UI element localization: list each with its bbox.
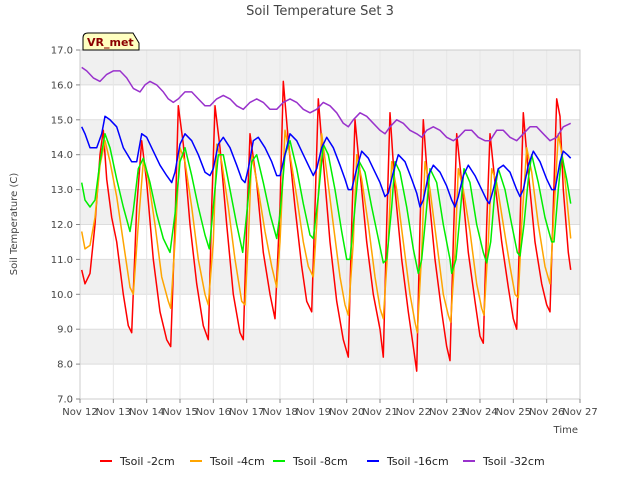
legend-item: Tsoil -8cm xyxy=(273,455,348,468)
y-tick-label: 14.0 xyxy=(51,150,73,161)
y-tick-label: 10.0 xyxy=(51,290,73,301)
x-tick-label: Nov 19 xyxy=(296,407,331,418)
x-tick-label: Nov 18 xyxy=(262,407,297,418)
legend-item: Tsoil -4cm xyxy=(190,455,265,468)
legend-label: Tsoil -32cm xyxy=(482,455,545,468)
x-tick-label: Nov 20 xyxy=(329,407,364,418)
legend-label: Tsoil -4cm xyxy=(209,455,265,468)
legend-label: Tsoil -8cm xyxy=(292,455,348,468)
series-line-tsoil-4cm xyxy=(80,129,572,334)
y-tick-label: 8.0 xyxy=(57,360,73,371)
series-layer xyxy=(80,66,572,372)
legend-item: Tsoil -16cm xyxy=(367,455,449,468)
y-tick-label: 17.0 xyxy=(51,46,73,57)
legend-item: Tsoil -32cm xyxy=(463,455,545,468)
legend-item: Tsoil -2cm xyxy=(100,455,175,468)
x-tick-label: Nov 23 xyxy=(429,407,464,418)
y-tick-label: 7.0 xyxy=(57,395,73,406)
series-line-tsoil-8cm xyxy=(80,133,572,275)
series-line-tsoil-2cm xyxy=(80,80,572,372)
series-line-tsoil-16cm xyxy=(81,115,572,208)
y-tick-label: 9.0 xyxy=(57,325,73,336)
y-tick-label: 16.0 xyxy=(51,80,73,91)
x-tick-label: Nov 22 xyxy=(396,407,431,418)
grid-band xyxy=(80,50,580,85)
chart-title: Soil Temperature Set 3 xyxy=(246,4,394,19)
x-tick-label: Nov 15 xyxy=(162,407,197,418)
x-tick-label: Nov 16 xyxy=(196,407,231,418)
y-axis-label: Soil Temperature (C) xyxy=(9,173,20,276)
y-tick-label: 15.0 xyxy=(51,115,73,126)
station-badge-label: VR_met xyxy=(87,36,134,49)
grid-band xyxy=(80,329,580,365)
x-axis-label: Time xyxy=(553,425,578,436)
grid-band xyxy=(80,119,580,155)
x-tick-label: Nov 26 xyxy=(529,407,564,418)
series-line-tsoil-32cm xyxy=(81,66,572,142)
y-tick-label: 11.0 xyxy=(51,255,73,266)
legend-label: Tsoil -16cm xyxy=(386,455,449,468)
grid-band xyxy=(80,259,580,295)
y-axis: 7.0 8.0 9.0 10.0 11.0 12.0 13.0 14.0 15.0 16.0 17.… xyxy=(51,46,80,406)
x-tick-label: Nov 12 xyxy=(62,407,97,418)
y-tick-label: 12.0 xyxy=(51,220,73,231)
x-tick-label: Nov 27 xyxy=(562,407,597,418)
x-tick-label: Nov 14 xyxy=(129,407,164,418)
x-tick-label: Nov 21 xyxy=(362,407,397,418)
x-tick-label: Nov 24 xyxy=(462,407,497,418)
legend: Tsoil -2cm Tsoil -4cm Tsoil -8cm Tsoil -16c… xyxy=(100,455,545,468)
x-tick-label: Nov 13 xyxy=(96,407,131,418)
station-badge: VR_met xyxy=(82,32,140,51)
legend-label: Tsoil -2cm xyxy=(119,455,175,468)
x-tick-label: Nov 17 xyxy=(229,407,264,418)
x-tick-label: Nov 25 xyxy=(496,407,531,418)
y-tick-label: 13.0 xyxy=(51,185,73,196)
